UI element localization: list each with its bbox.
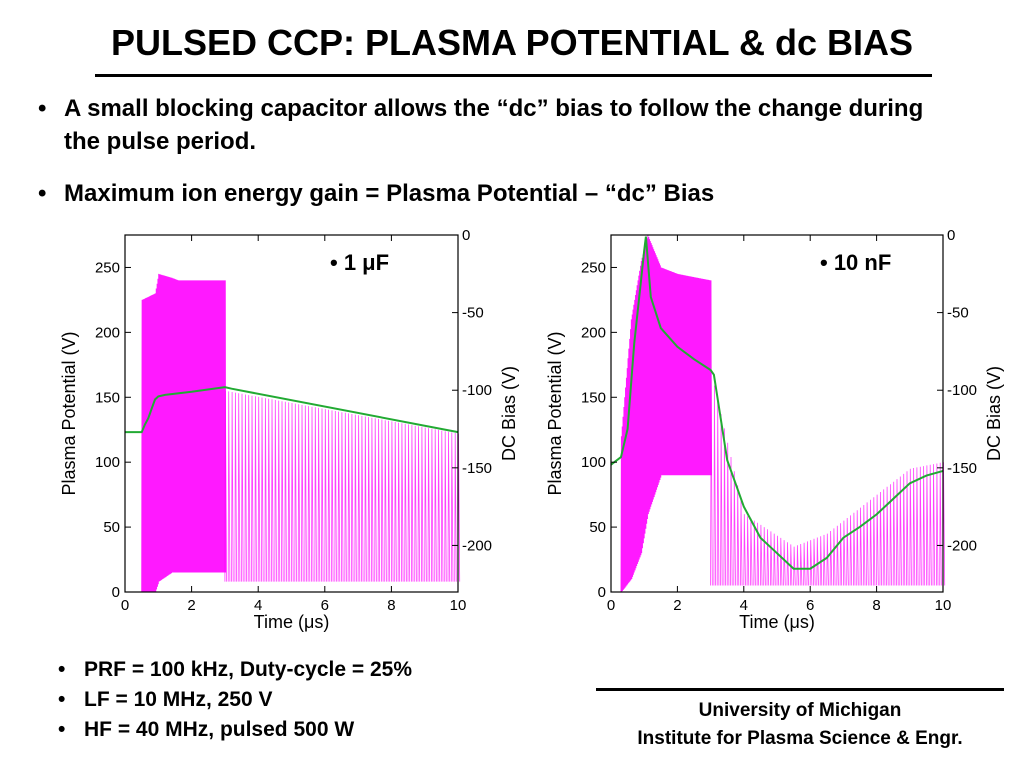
y2-tick-label: 0 [462, 227, 470, 244]
x-tick-label: 0 [121, 597, 129, 614]
plasma-potential-series [620, 234, 946, 593]
x-tick-label: 6 [806, 597, 814, 614]
y2-tick-label: -150 [462, 460, 492, 477]
x-tick-label: 2 [187, 597, 195, 614]
y-tick-label: 250 [95, 259, 120, 276]
bullet-text: A small blocking capacitor allows the “d… [64, 95, 924, 155]
y-tick-label: 150 [581, 389, 606, 406]
param-text: PRF = 100 kHz, Duty-cycle = 25% [84, 658, 412, 681]
y-tick-label: 200 [581, 324, 606, 341]
bullet-dot: • [58, 718, 66, 741]
dc-bias-series [125, 386, 459, 434]
x-axis-label: Time (μs) [739, 612, 815, 632]
title-divider [95, 74, 932, 77]
param-prf: • PRF = 100 kHz, Duty-cycle = 25% [58, 658, 412, 682]
plasma-potential-series [141, 273, 461, 593]
bullet-dot: • [58, 658, 66, 681]
page-title: PULSED CCP: PLASMA POTENTIAL & dc BIAS [110, 22, 914, 63]
plasma-pulse-on [141, 273, 227, 593]
param-text: LF = 10 MHz, 250 V [84, 688, 273, 711]
param-lf: • LF = 10 MHz, 250 V [58, 688, 273, 712]
plasma-pulse-off [710, 371, 946, 586]
bullet-dot: • [58, 688, 66, 711]
y-tick-label: 150 [95, 389, 120, 406]
y-tick-label: 250 [581, 259, 606, 276]
y2-axis-label: DC Bias (V) [499, 366, 519, 461]
y-tick-label: 0 [598, 584, 606, 601]
param-text: HF = 40 MHz, pulsed 500 W [84, 718, 355, 741]
x-tick-label: 8 [872, 597, 880, 614]
y-tick-label: 100 [95, 454, 120, 471]
bullet-text: Maximum ion energy gain = Plasma Potenti… [64, 180, 715, 207]
y-tick-label: 100 [581, 454, 606, 471]
bullet-blocking-capacitor: • A small blocking capacitor allows the … [38, 92, 934, 158]
affiliation-university: University of Michigan [698, 700, 902, 721]
bullet-dot: • [38, 95, 47, 122]
y2-tick-label: -100 [462, 382, 492, 399]
affiliation-institute: Institute for Plasma Science & Engr. [637, 728, 963, 749]
plasma-pulse-on [620, 234, 712, 593]
x-tick-label: 4 [254, 597, 262, 614]
x-tick-label: 4 [740, 597, 748, 614]
chart-label: • 10 nF [820, 250, 891, 275]
y-tick-label: 0 [112, 584, 120, 601]
x-tick-label: 0 [607, 597, 615, 614]
plot-frame [124, 234, 459, 593]
y-tick-label: 200 [95, 324, 120, 341]
x-tick-label: 10 [935, 597, 952, 614]
y-tick-label: 50 [589, 519, 606, 536]
plasma-pulse-off [224, 390, 461, 582]
y2-tick-label: 0 [947, 227, 955, 244]
x-axis-label: Time (μs) [254, 612, 330, 632]
y-axis-label: Plasma Potential (V) [59, 331, 79, 495]
plot-frame [610, 234, 944, 593]
y2-tick-label: -200 [947, 537, 977, 554]
y2-axis-label: DC Bias (V) [984, 366, 1004, 461]
x-tick-label: 2 [673, 597, 681, 614]
x-tick-label: 6 [321, 597, 329, 614]
bullet-dot: • [38, 180, 47, 207]
chart-label: • 1 μF [330, 250, 389, 275]
y2-tick-label: -150 [947, 460, 977, 477]
x-tick-label: 10 [450, 597, 467, 614]
y2-tick-label: -50 [947, 305, 969, 322]
chart-1uF: 0 2 4 6 8 100501001502002500-50-100-150-200Ti… [59, 227, 519, 632]
x-tick-label: 8 [387, 597, 395, 614]
param-hf: • HF = 40 MHz, pulsed 500 W [58, 718, 355, 742]
y-axis-label: Plasma Potential (V) [545, 331, 565, 495]
chart-10nF: 0 2 4 6 8 100501001502002500-50-100-150-200Ti… [545, 227, 1004, 632]
y-tick-label: 50 [103, 519, 120, 536]
y2-tick-label: -50 [462, 305, 484, 322]
bullet-ion-energy: • Maximum ion energy gain = Plasma Poten… [38, 177, 934, 210]
affiliation-divider [596, 688, 1004, 691]
y2-tick-label: -100 [947, 382, 977, 399]
dc-bias-series [610, 236, 944, 570]
y2-tick-label: -200 [462, 537, 492, 554]
